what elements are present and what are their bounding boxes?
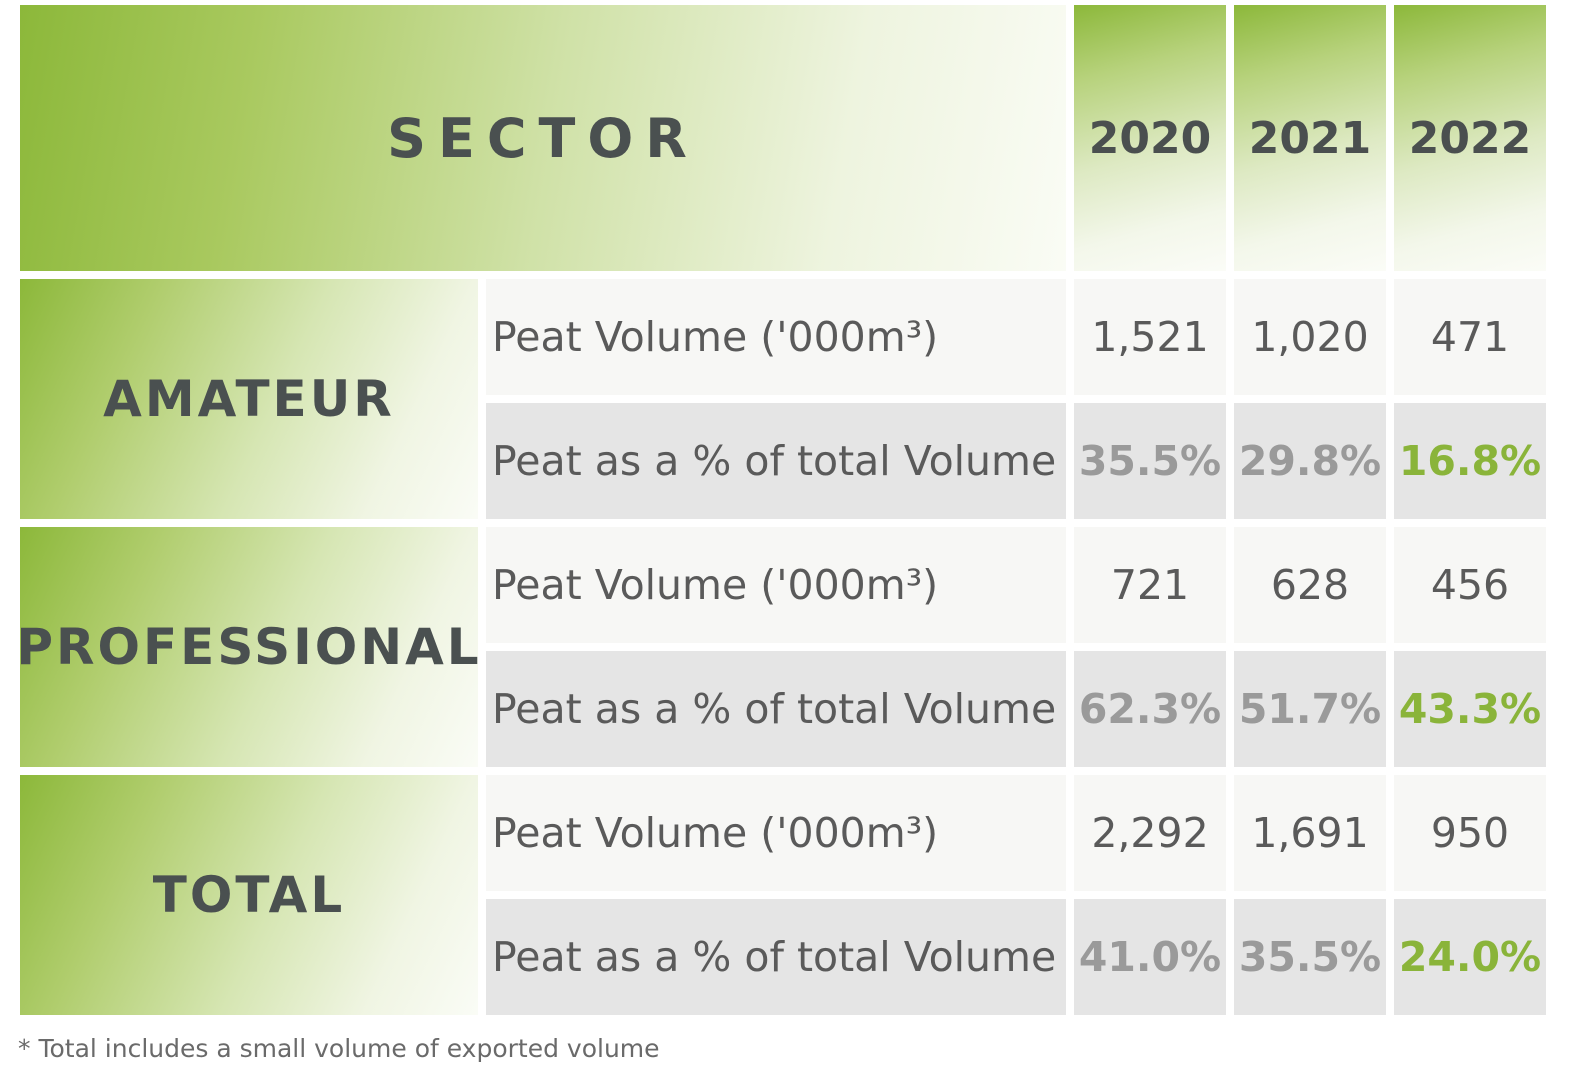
metric-label-volume: Peat Volume ('000m³) — [486, 279, 1066, 395]
metric-label-percent: Peat as a % of total Volume — [486, 403, 1066, 519]
year-header-2020: 2020 — [1074, 5, 1226, 271]
sector-header: SECTOR — [20, 5, 1066, 271]
amateur-percent-2022: 16.8% — [1394, 403, 1546, 519]
total-volume-2021: 1,691 — [1234, 775, 1386, 891]
professional-percent-2022: 43.3% — [1394, 651, 1546, 767]
sector-label-total: TOTAL — [20, 775, 478, 1015]
metric-label-volume: Peat Volume ('000m³) — [486, 775, 1066, 891]
total-volume-2020: 2,292 — [1074, 775, 1226, 891]
metric-label-percent: Peat as a % of total Volume — [486, 651, 1066, 767]
metric-label-percent: Peat as a % of total Volume — [486, 899, 1066, 1015]
amateur-volume-2021: 1,020 — [1234, 279, 1386, 395]
amateur-volume-2022: 471 — [1394, 279, 1546, 395]
footnote: * Total includes a small volume of expor… — [18, 1034, 660, 1063]
professional-volume-2021: 628 — [1234, 527, 1386, 643]
total-volume-2022: 950 — [1394, 775, 1546, 891]
sector-header-label: SECTOR — [387, 106, 699, 170]
amateur-percent-2020: 35.5% — [1074, 403, 1226, 519]
amateur-percent-2021: 29.8% — [1234, 403, 1386, 519]
professional-percent-2021: 51.7% — [1234, 651, 1386, 767]
sector-label-amateur: AMATEUR — [20, 279, 478, 519]
total-percent-2021: 35.5% — [1234, 899, 1386, 1015]
sector-label-professional: PROFESSIONAL — [16, 527, 479, 767]
year-header-2022: 2022 — [1394, 5, 1546, 271]
year-header-2021: 2021 — [1234, 5, 1386, 271]
total-percent-2020: 41.0% — [1074, 899, 1226, 1015]
professional-volume-2022: 456 — [1394, 527, 1546, 643]
amateur-volume-2020: 1,521 — [1074, 279, 1226, 395]
metric-label-volume: Peat Volume ('000m³) — [486, 527, 1066, 643]
total-percent-2022: 24.0% — [1394, 899, 1546, 1015]
professional-percent-2020: 62.3% — [1074, 651, 1226, 767]
professional-volume-2020: 721 — [1074, 527, 1226, 643]
